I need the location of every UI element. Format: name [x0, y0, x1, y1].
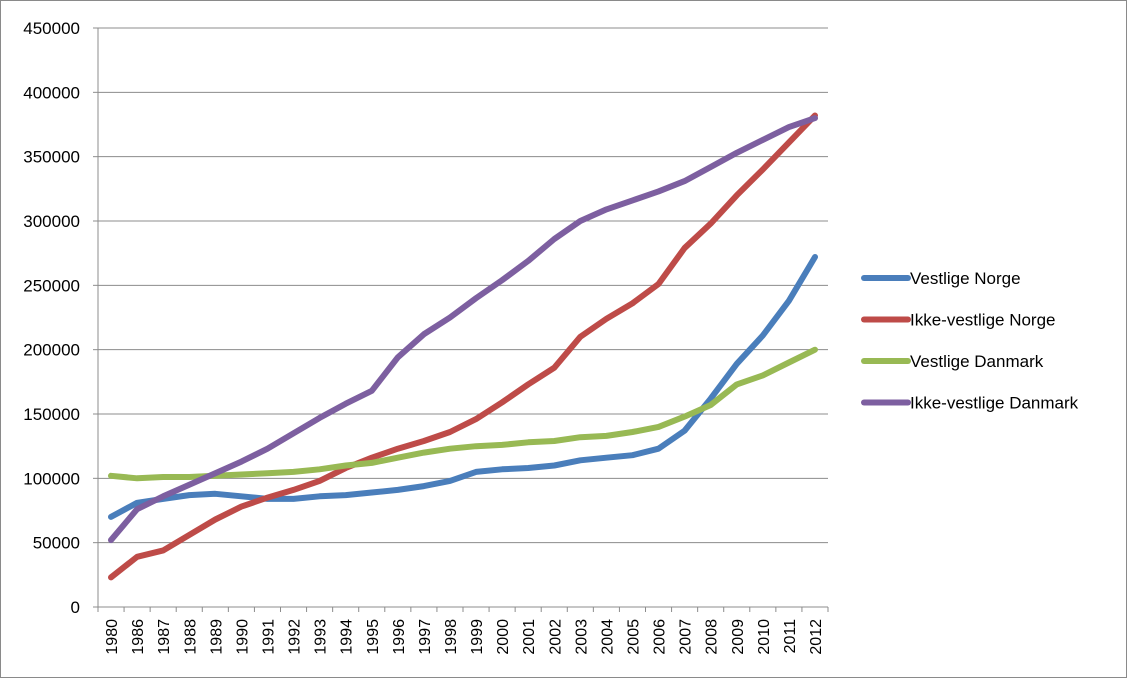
x-tick-label: 1998 [443, 619, 460, 655]
x-tick-label: 2004 [599, 619, 616, 655]
x-tick-label: 1989 [208, 619, 225, 655]
y-tick-label: 0 [71, 598, 80, 617]
x-tick-label: 1994 [339, 619, 356, 655]
gridlines [98, 27, 828, 544]
y-tick-label: 100000 [23, 469, 80, 488]
y-tick-label: 300000 [23, 212, 80, 231]
series-line-2 [108, 346, 818, 482]
x-tick-label: 2002 [547, 619, 564, 655]
x-tick-label: 1980 [104, 619, 121, 655]
x-tick-label: 2006 [652, 619, 669, 655]
x-tick-label: 1993 [313, 619, 330, 655]
x-tick-label: 2001 [521, 619, 538, 655]
x-tick-label: 1990 [234, 619, 251, 655]
y-tick-label: 400000 [23, 83, 80, 102]
x-tick-label: 1986 [130, 619, 147, 655]
x-tick-label: 2008 [704, 619, 721, 655]
legend-label: Vestlige Danmark [910, 352, 1044, 371]
y-tick-label: 200000 [23, 341, 80, 360]
x-tick-label: 2005 [625, 619, 642, 655]
x-tick-label: 2003 [573, 619, 590, 655]
y-tick-label: 50000 [33, 534, 80, 553]
series-line-3 [108, 115, 818, 544]
x-tick-label: 1992 [287, 619, 304, 655]
x-tick-label: 1991 [260, 619, 277, 655]
legend: Vestlige Norge Ikke-vestlige Norge Vestlig… [861, 269, 1079, 413]
x-tick-label: 2009 [730, 619, 747, 655]
series-line-0 [108, 254, 818, 520]
legend-label: Vestlige Norge [910, 269, 1021, 288]
x-tick-label: 1987 [156, 619, 173, 655]
y-tick-label: 450000 [23, 19, 80, 38]
x-axis-ticks: 1980 1986 1987 1988 1989 1990 1991 1992 1993 1994… [97, 607, 829, 655]
x-tick-label: 1988 [182, 619, 199, 655]
axes [97, 28, 828, 608]
legend-label: Ikke-vestlige Norge [910, 311, 1056, 330]
x-tick-label: 2010 [756, 619, 773, 655]
series-lines [108, 112, 818, 581]
x-tick-label: 2011 [782, 619, 799, 654]
x-tick-label: 1995 [365, 619, 382, 655]
x-tick-label: 1999 [469, 619, 486, 655]
y-axis-ticks: 0 50000 100000 150000 200000 250000 300000 3500… [23, 19, 98, 617]
legend-label: Ikke-vestlige Danmark [910, 394, 1079, 413]
x-tick-label: 1997 [417, 619, 434, 655]
x-tick-label: 2000 [495, 619, 512, 655]
y-tick-label: 150000 [23, 405, 80, 424]
series-line-1 [108, 112, 818, 581]
y-tick-label: 350000 [23, 148, 80, 167]
y-tick-label: 250000 [23, 276, 80, 295]
x-tick-label: 2007 [678, 619, 695, 655]
x-tick-label: 1996 [391, 619, 408, 655]
x-tick-label: 2012 [808, 619, 825, 655]
